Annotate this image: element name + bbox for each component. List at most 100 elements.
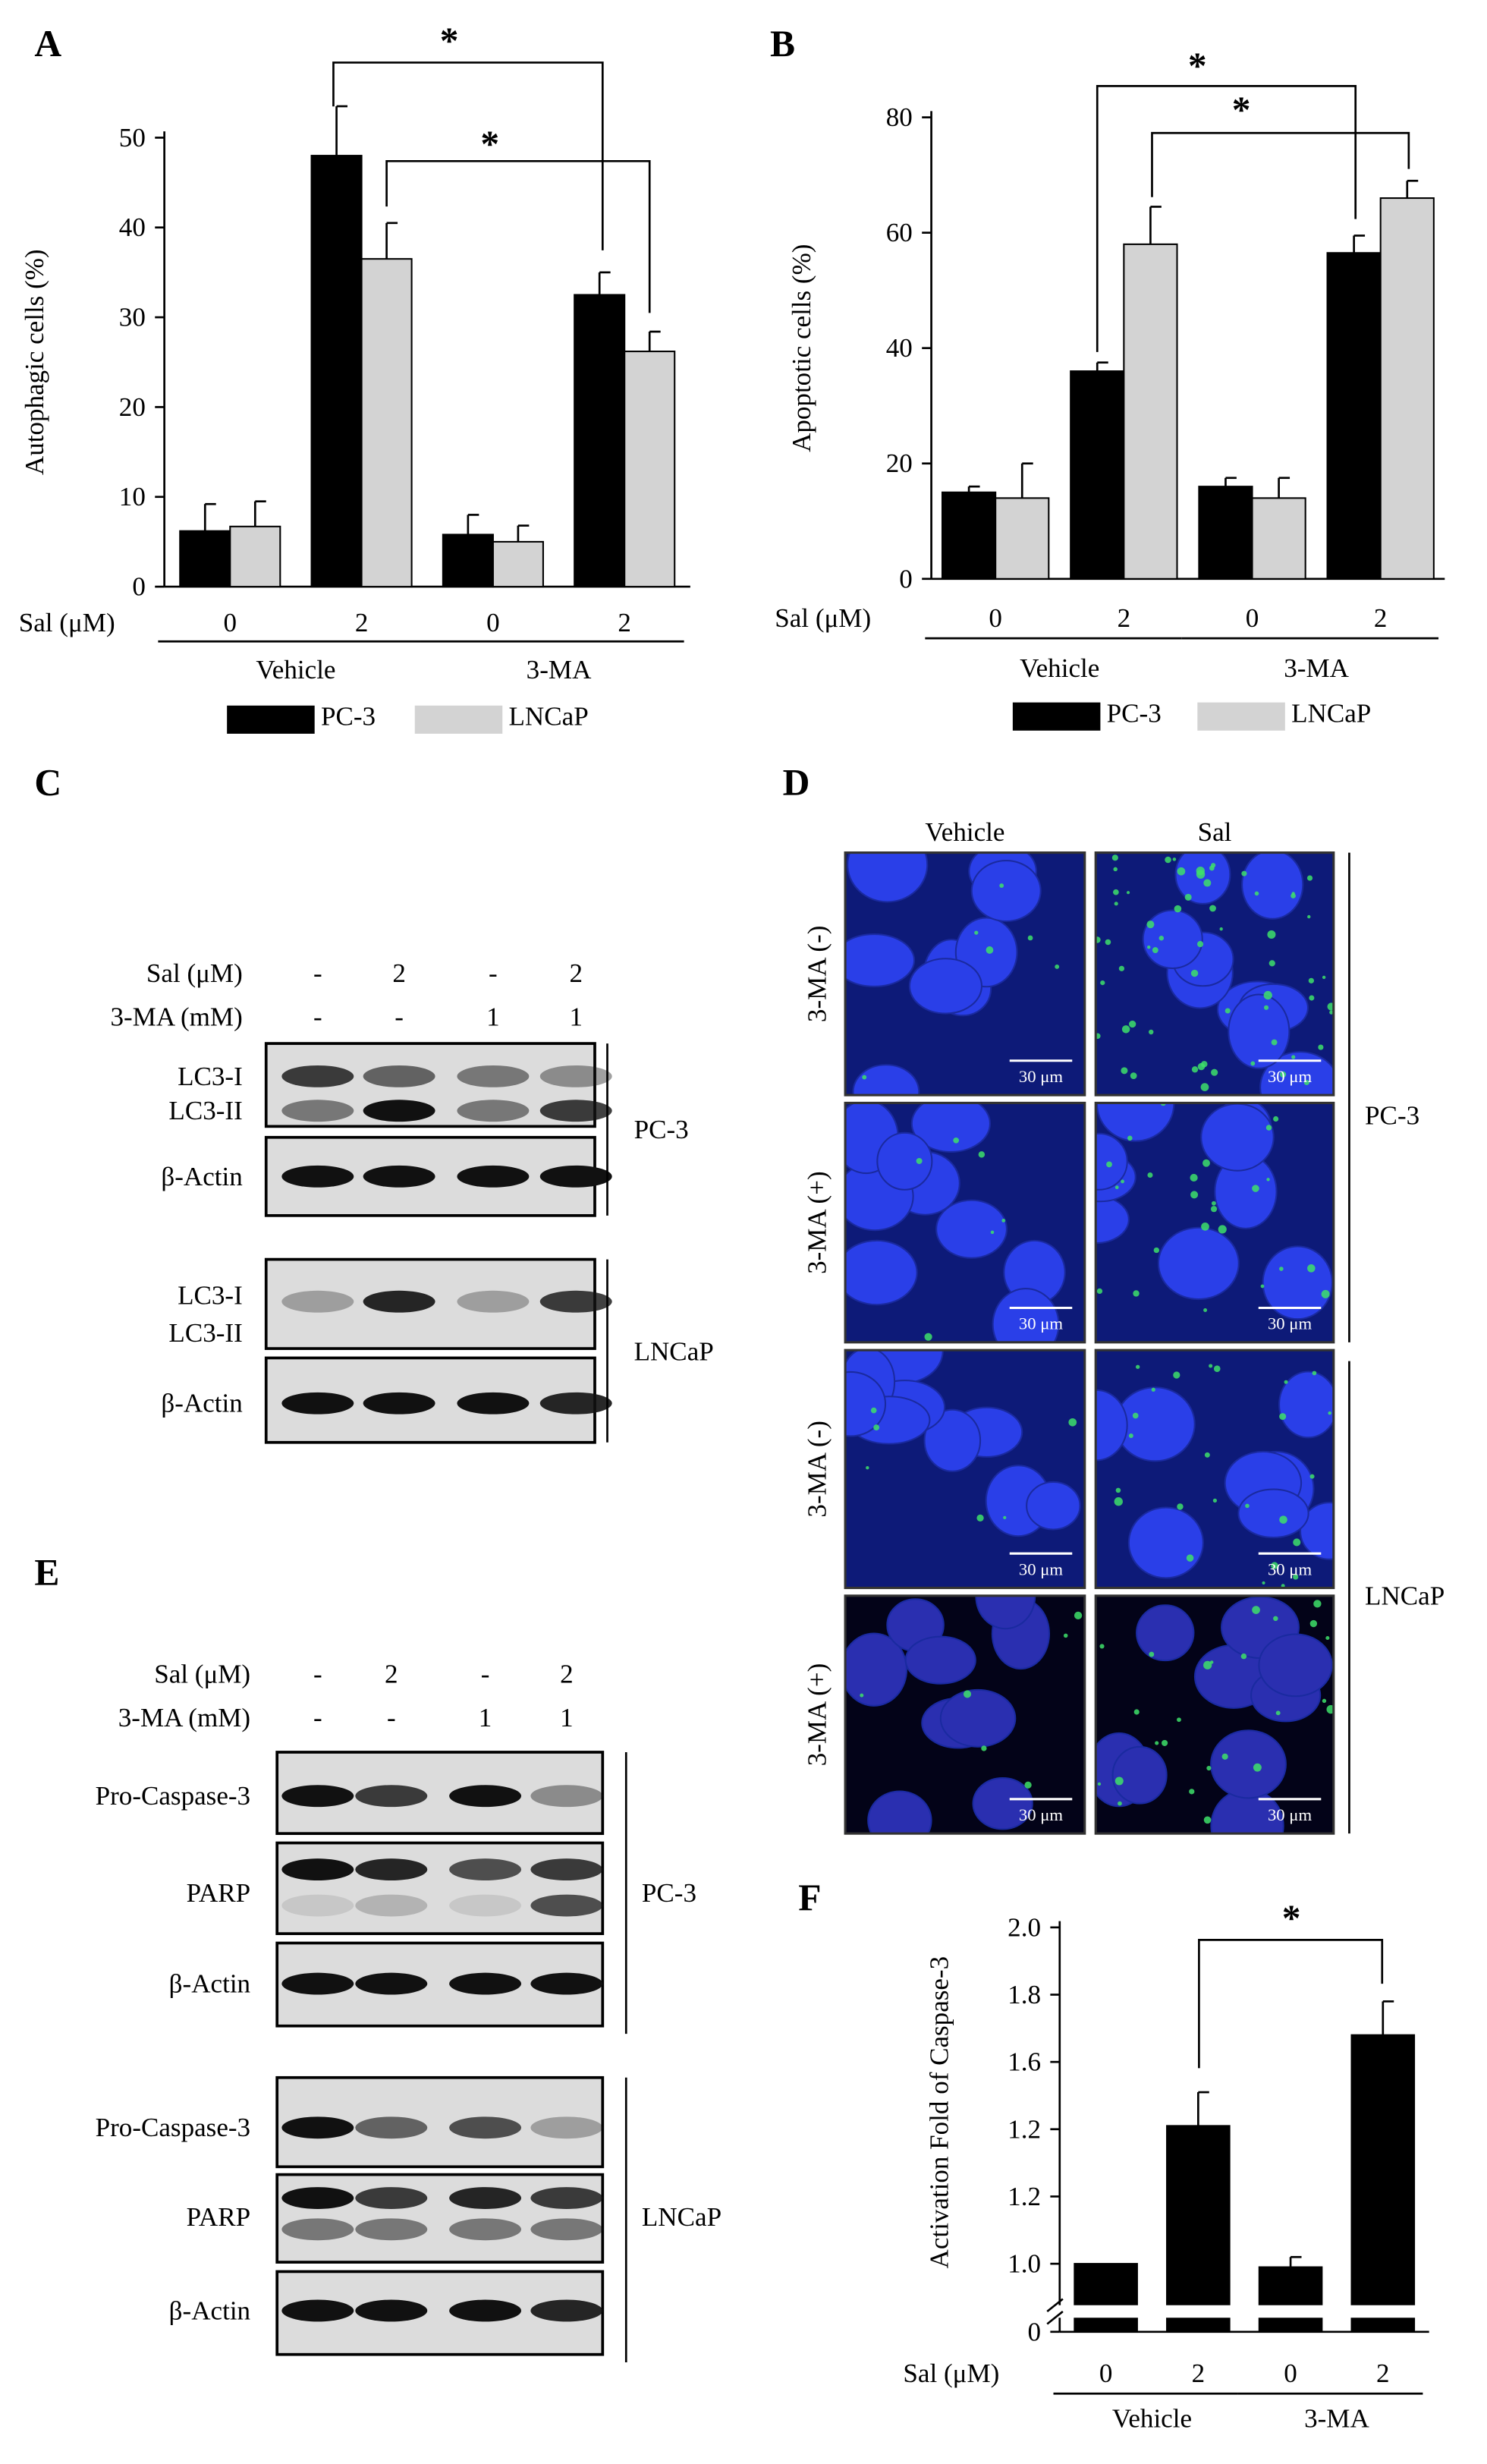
puncta (1147, 1172, 1153, 1179)
puncta (1177, 1717, 1181, 1723)
puncta (1114, 1185, 1119, 1190)
bar (179, 530, 231, 588)
axis-break-mark (1046, 2310, 1064, 2325)
puncta (1211, 1068, 1218, 1076)
puncta (1318, 1044, 1324, 1050)
x-tick-label: 2 (618, 608, 631, 637)
puncta (1271, 1039, 1278, 1046)
x-tick-label: 2 (1192, 2359, 1206, 2388)
blot-band (281, 1894, 354, 1917)
significance-bracket (385, 160, 651, 313)
puncta (1241, 870, 1247, 876)
puncta (866, 1466, 869, 1470)
blot-band (539, 1065, 612, 1087)
x-tick-label: 0 (224, 608, 237, 637)
legend-swatch (1197, 702, 1285, 731)
group-label: Vehicle (1112, 2404, 1192, 2434)
condition-value: 2 (385, 1659, 398, 1688)
blot-band (449, 1894, 522, 1917)
puncta (1128, 1020, 1136, 1028)
puncta (1197, 1062, 1206, 1071)
nucleus (1241, 852, 1304, 920)
nucleus (1258, 1633, 1333, 1698)
puncta (1309, 1474, 1315, 1479)
puncta (1213, 1365, 1221, 1373)
puncta (862, 1075, 867, 1080)
puncta (1196, 867, 1205, 876)
significance-star: * (480, 123, 499, 165)
scale-bar-label: 30 μm (1268, 1805, 1313, 1824)
nucleus (923, 1408, 982, 1472)
blot-band (281, 1290, 354, 1313)
puncta (1240, 1653, 1247, 1660)
blot-band (355, 2187, 428, 2209)
puncta (1114, 1776, 1124, 1786)
puncta (1001, 1218, 1006, 1223)
cell-line-label: PC-3 (634, 1115, 689, 1144)
condition-value: - (395, 1002, 404, 1032)
puncta (1279, 1267, 1284, 1271)
micrograph-frame (844, 1594, 1086, 1835)
row-label: 3-MA (+) (802, 1171, 832, 1274)
nucleus (1174, 852, 1231, 905)
y-tick-label: 1.6 (1008, 2047, 1041, 2077)
blot-row-label: β-Actin (169, 1969, 250, 1999)
puncta (1293, 1538, 1301, 1547)
puncta (1115, 1487, 1121, 1493)
puncta (964, 1690, 972, 1698)
bar (229, 525, 281, 588)
blot-row-label: Pro-Caspase-3 (96, 2113, 250, 2142)
nucleus (1096, 1132, 1128, 1191)
puncta (1128, 1433, 1133, 1439)
blot-band (281, 1100, 354, 1122)
cell-line-label: LNCaP (642, 2202, 721, 2232)
puncta (924, 1333, 932, 1341)
blot-band (281, 2187, 354, 2209)
puncta (1307, 1264, 1316, 1273)
legend-swatch (1012, 702, 1101, 731)
nucleus (1237, 1488, 1309, 1539)
micrograph (1096, 1595, 1334, 1834)
micrograph-frame (1094, 1101, 1335, 1344)
puncta (1173, 1371, 1180, 1379)
puncta (1113, 889, 1119, 895)
blot-band (457, 1290, 530, 1313)
x-tick-label: 0 (1246, 603, 1259, 633)
group-label: 3-MA (1304, 2404, 1369, 2434)
bar (1166, 2125, 1231, 2333)
puncta (1309, 1619, 1318, 1628)
puncta (1252, 1606, 1260, 1614)
puncta (1055, 965, 1060, 969)
row-label: 3-MA (-) (802, 1421, 832, 1517)
micrograph-frame (1094, 1348, 1335, 1590)
puncta (1279, 1515, 1287, 1524)
puncta (1132, 1412, 1139, 1419)
blot-row-label: Pro-Caspase-3 (96, 1781, 250, 1811)
puncta (1321, 1289, 1330, 1298)
blot-band (281, 2218, 354, 2241)
nucleus (1142, 909, 1203, 970)
puncta (1096, 1288, 1103, 1295)
puncta (1136, 1364, 1140, 1369)
nucleus (1262, 1245, 1333, 1320)
blot-band (539, 1392, 612, 1415)
condition-value: 2 (392, 958, 406, 988)
y-tick-label: 2.0 (1008, 1912, 1041, 1942)
condition-value: 1 (479, 1703, 492, 1732)
puncta (1151, 1387, 1155, 1392)
group-label: 3-MA (527, 655, 592, 684)
nucleus (970, 860, 1042, 923)
y-tick-label: 20 (886, 448, 913, 478)
nucleus (1157, 1226, 1240, 1301)
puncta (976, 1514, 984, 1522)
puncta (1271, 1562, 1278, 1569)
blot-row-label: LC3-I (178, 1062, 243, 1091)
puncta (1221, 1753, 1228, 1760)
puncta (1177, 867, 1186, 876)
significance-bracket (1198, 1939, 1384, 2069)
x-axis-title: Sal (μM) (19, 608, 115, 637)
puncta (1133, 1290, 1140, 1297)
nucleus (1278, 1370, 1334, 1439)
nucleus (1228, 993, 1291, 1069)
